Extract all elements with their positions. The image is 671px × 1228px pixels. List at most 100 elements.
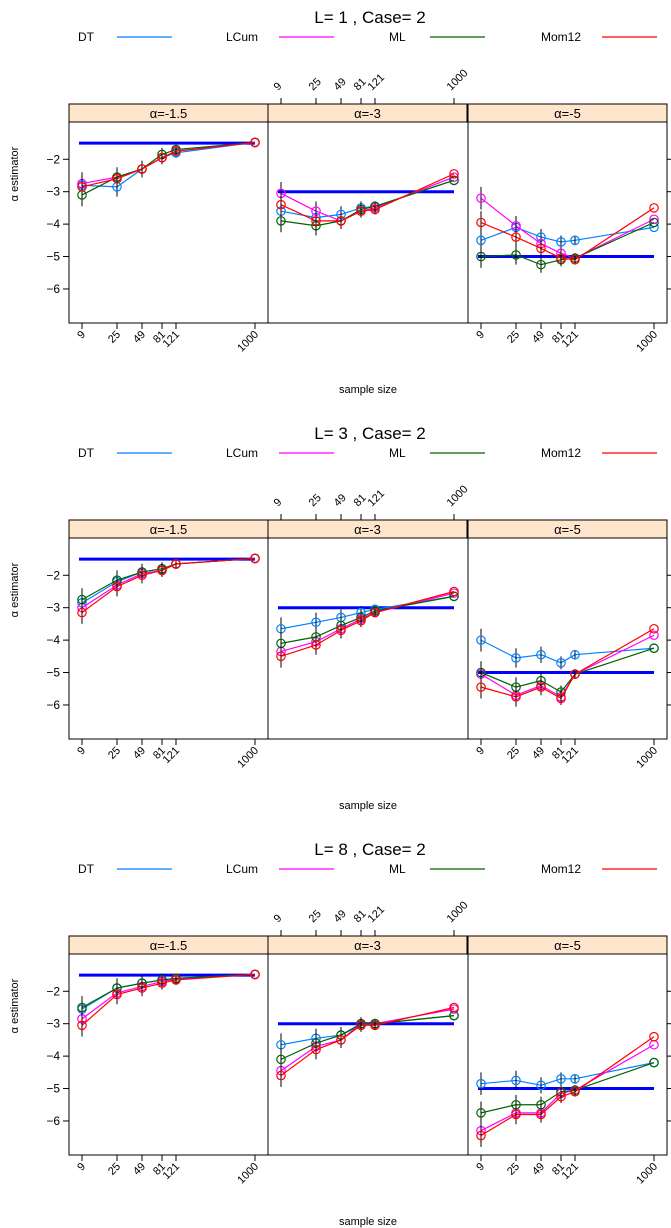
data-point-lcum [649, 214, 659, 225]
data-point-mom12 [511, 232, 521, 242]
data-point-mom12 [311, 640, 321, 650]
series-line-dt [480, 1062, 655, 1086]
chart-block-1: L= 1 , Case= 2 DT LCum ML Mom12 α=-1.5 α=-3 α=-… [9, 8, 671, 396]
x-tick-label: 1000 [235, 745, 261, 771]
panel-2 [276, 586, 459, 668]
series-line-mom12 [81, 141, 256, 188]
x-tick-label: 9 [474, 745, 487, 758]
x-tick-label: 49 [131, 329, 148, 346]
data-point-mom12 [476, 217, 486, 228]
x-tick-label: 121 [560, 745, 581, 766]
data-point-ml [476, 251, 486, 262]
chart-title: L= 8 , Case= 2 [314, 840, 426, 859]
panel-strip-label: α=-5 [554, 522, 581, 537]
data-point-ml [276, 1054, 286, 1065]
data-point-mom12 [476, 682, 486, 692]
data-point-dt [311, 617, 321, 628]
x-tick-label: 1000 [445, 483, 471, 509]
data-point-mom12 [649, 623, 659, 634]
x-tick-label: 9 [75, 745, 88, 758]
panel-2 [276, 1002, 459, 1087]
panel-strip-label: α=-1.5 [150, 106, 188, 121]
x-tick-label: 49 [530, 745, 547, 762]
data-point-ml [649, 217, 659, 228]
x-tick-label: 121 [366, 488, 387, 509]
data-point-mom12 [250, 553, 260, 564]
y-tick-label: −3 [46, 1017, 60, 1031]
x-tick-label: 121 [366, 904, 387, 925]
data-point-ml [449, 175, 459, 186]
data-point-dt [556, 658, 566, 668]
x-tick-label: 121 [560, 1161, 581, 1182]
data-point-dt [570, 649, 580, 660]
data-point-lcum [649, 630, 659, 641]
data-point-mom12 [536, 1109, 546, 1120]
data-point-mom12 [370, 204, 380, 215]
x-tick-label: 9 [474, 329, 487, 342]
x-tick-label: 25 [106, 1161, 123, 1178]
x-tick-label: 1000 [235, 329, 261, 355]
y-tick-label: −6 [46, 698, 60, 712]
data-point-mom12 [171, 975, 181, 985]
data-point-mom12 [77, 607, 87, 618]
x-tick-label: 25 [106, 329, 123, 346]
x-tick-label: 25 [307, 908, 324, 925]
data-point-mom12 [449, 169, 459, 179]
data-point-mom12 [77, 1020, 87, 1031]
data-point-mom12 [171, 559, 181, 569]
data-point-mom12 [570, 1086, 580, 1097]
data-point-mom12 [356, 1020, 366, 1031]
series-line-mom12 [280, 173, 455, 222]
chart-block-2: L= 3 , Case= 2 DT LCum ML Mom12 α=-1.5 α=-3 α=-… [9, 424, 671, 812]
x-tick-label: 1000 [634, 329, 660, 355]
data-point-mom12 [511, 1109, 521, 1120]
y-tick-label: −4 [46, 633, 60, 647]
series-line-mom12 [280, 590, 455, 657]
series-line-ml [81, 141, 256, 196]
data-point-ml [449, 591, 459, 602]
data-point-mom12 [171, 146, 181, 156]
legend-label: Mom12 [541, 446, 581, 460]
panel-1 [77, 137, 260, 207]
data-point-mom12 [511, 692, 521, 702]
series-line-mom12 [480, 1036, 655, 1137]
x-tick-label: 25 [307, 76, 324, 93]
data-point-dt [476, 635, 486, 645]
data-point-ml [536, 259, 546, 270]
y-tick-label: −5 [46, 666, 60, 680]
x-tick-label: 25 [505, 329, 522, 346]
plot-frame [68, 537, 668, 740]
series-line-dt [280, 1014, 455, 1046]
x-tick-label: 1000 [235, 1161, 261, 1187]
x-axis-label: sample size [339, 1216, 397, 1228]
x-tick-label: 9 [272, 80, 285, 93]
series-line-mom12 [81, 557, 256, 614]
data-point-mom12 [556, 693, 566, 704]
legend-label: DT [78, 446, 95, 460]
data-point-mom12 [536, 243, 546, 254]
y-tick-label: −2 [46, 984, 60, 998]
data-point-mom12 [370, 1020, 380, 1031]
data-point-mom12 [336, 216, 346, 226]
data-point-mom12 [356, 206, 366, 216]
series-line-mom12 [480, 628, 655, 700]
y-tick-label: −2 [46, 152, 60, 166]
series-line-dt [81, 141, 256, 188]
series-line-dt [480, 226, 655, 243]
data-point-mom12 [556, 1091, 566, 1102]
series-line-mom12 [280, 1006, 455, 1077]
panel-strip-label: α=-3 [354, 522, 381, 537]
x-tick-label: 1000 [634, 745, 660, 771]
data-point-dt [511, 653, 521, 663]
y-tick-label: −5 [46, 250, 60, 264]
series-line-ml [81, 973, 256, 1009]
data-point-mom12 [250, 137, 260, 148]
data-point-lcum [476, 193, 486, 203]
panel-strip-label: α=-5 [554, 938, 581, 953]
y-tick-label: −6 [46, 1114, 60, 1128]
x-tick-label: 121 [366, 72, 387, 93]
data-point-mom12 [449, 1002, 459, 1013]
data-point-dt [536, 649, 546, 660]
series-line-lcum [280, 1008, 455, 1072]
data-point-dt [476, 1078, 486, 1089]
